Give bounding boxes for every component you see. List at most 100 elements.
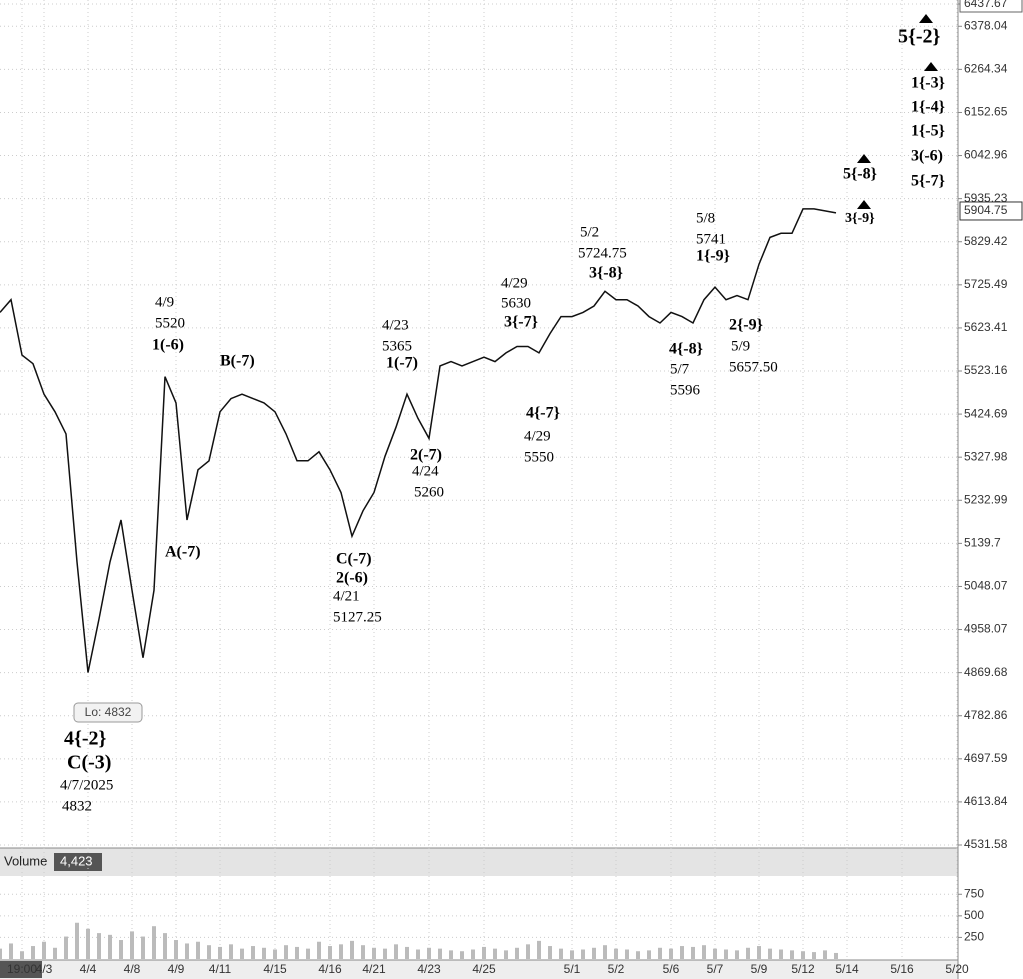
volume-bar (801, 951, 805, 959)
volume-bar (702, 945, 706, 959)
volume-bar (768, 948, 772, 959)
volume-bar (383, 948, 387, 959)
volume-bar (735, 950, 739, 959)
volume-bar (196, 941, 200, 959)
y-tick-label: 5232.99 (964, 492, 1008, 506)
volume-bar (647, 950, 651, 959)
wave-label: C(-3) (67, 752, 111, 774)
volume-bar (438, 948, 442, 959)
volume-bar (130, 931, 134, 959)
x-tick-label: 4/23 (417, 962, 441, 976)
x-tick-label: 5/7 (707, 962, 724, 976)
wave-label: 3(-6) (911, 148, 943, 165)
volume-bar (361, 945, 365, 959)
wave-label: 5260 (414, 484, 444, 500)
volume-bar (306, 948, 310, 959)
volume-bar (614, 948, 618, 959)
wave-label: 4/7/2025 (60, 777, 113, 793)
y-tick-label: 4958.07 (964, 622, 1008, 636)
volume-bar (779, 949, 783, 959)
volume-bar (515, 947, 519, 959)
volume-bar (405, 946, 409, 959)
y-tick-label: 5327.98 (964, 449, 1008, 463)
y-tick-label: 4869.68 (964, 665, 1008, 679)
volume-bar (207, 945, 211, 959)
volume-bar (548, 946, 552, 959)
wave-label: 4{-8} (669, 341, 703, 358)
wave-label: 4/21 (333, 588, 360, 604)
volume-bar (559, 948, 563, 959)
wave-label: 5596 (670, 382, 701, 398)
wave-label: 1(-7) (386, 355, 418, 372)
volume-bar (482, 946, 486, 959)
x-tick-label: 5/9 (751, 962, 768, 976)
y-tick-label: 6264.34 (964, 62, 1008, 76)
wave-label: 1{-5} (911, 123, 945, 140)
wave-label: 1{-4} (911, 99, 945, 116)
y-tick-label: 5048.07 (964, 579, 1008, 593)
volume-bar (394, 944, 398, 959)
volume-bar (251, 946, 255, 959)
wave-label: 3{-7} (504, 314, 538, 331)
volume-bar (53, 947, 57, 959)
target-marker (924, 62, 938, 71)
y-tick-label: 5623.41 (964, 320, 1008, 334)
target-marker (857, 154, 871, 163)
volume-bar (471, 949, 475, 959)
wave-label: 4{-2} (64, 728, 107, 750)
x-tick-label: 4/16 (318, 962, 342, 976)
x-tick-label: 5/14 (835, 962, 859, 976)
wave-label: 2(-6) (336, 570, 368, 587)
y-tick-label: 6378.04 (964, 18, 1008, 32)
volume-bar (460, 951, 464, 959)
volume-bar (339, 944, 343, 959)
volume-bar (240, 948, 244, 959)
wave-label: 5657.50 (729, 359, 778, 375)
volume-bar (658, 947, 662, 959)
wave-label: 5/9 (731, 338, 750, 354)
volume-title: Volume (4, 853, 47, 868)
volume-bar (746, 947, 750, 959)
last-price: 5904.75 (964, 203, 1008, 217)
y-tick-label: 4782.86 (964, 708, 1008, 722)
volume-bar (680, 946, 684, 959)
volume-bar (812, 952, 816, 959)
volume-bar (75, 922, 79, 959)
volume-bar (537, 940, 541, 959)
y-tick-label: 6042.96 (964, 148, 1008, 162)
volume-bar (31, 946, 35, 959)
volume-bar (372, 947, 376, 959)
wave-label: 5550 (524, 449, 554, 465)
wave-label: 5/7 (670, 361, 690, 377)
x-axis-strip (0, 960, 958, 979)
volume-bar (97, 933, 101, 959)
cursor-box (0, 961, 42, 978)
target-marker (857, 200, 871, 209)
low-label: Lo: 4832 (85, 705, 132, 719)
tick-box (959, 0, 1023, 13)
wave-label: 4/29 (524, 428, 551, 444)
y-tick-label: 6437.67 (964, 0, 1008, 10)
y-tick-label: 4697.59 (964, 751, 1008, 765)
x-tick-label: 4/15 (263, 962, 287, 976)
volume-bar (350, 940, 354, 959)
y-tick-label: 500 (964, 908, 984, 922)
x-tick-label: 19:00 (7, 962, 37, 976)
wave-label: 4/29 (501, 275, 528, 291)
volume-bar (284, 945, 288, 959)
wave-label: 5{-2} (898, 26, 941, 48)
volume-bar (834, 952, 838, 959)
volume-bar (493, 948, 497, 959)
price-line (0, 208, 837, 673)
volume-bar (229, 944, 233, 959)
y-tick-label: 6152.65 (964, 105, 1008, 119)
volume-bar (262, 947, 266, 959)
x-tick-label: 4/11 (209, 962, 232, 976)
y-tick-label: 5725.49 (964, 277, 1008, 291)
volume-bar (449, 950, 453, 959)
volume-bar (108, 934, 112, 959)
wave-label: 5520 (155, 315, 185, 331)
wave-label: 2{-9} (729, 317, 763, 334)
wave-label: A(-7) (165, 544, 201, 561)
